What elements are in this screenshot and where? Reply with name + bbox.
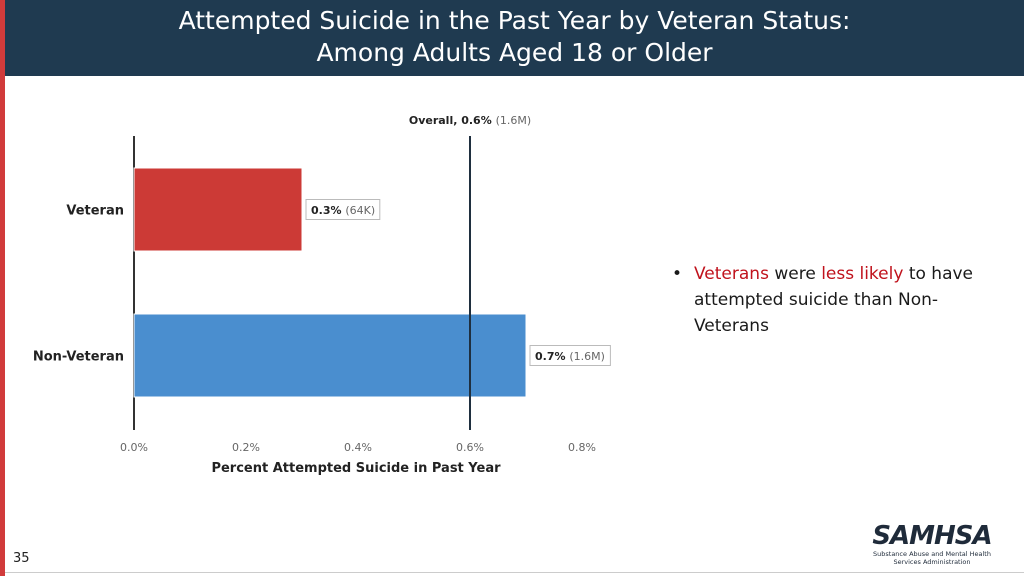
data-label-box-veteran xyxy=(305,199,381,220)
page-number: 35 xyxy=(13,551,30,566)
logo-subtitle-2: Services Administration xyxy=(893,558,971,566)
bar-veteran xyxy=(133,167,303,252)
data-label-box-non-veteran xyxy=(529,345,611,366)
bullet-point: • Veterans were less likely to have atte… xyxy=(672,261,1002,339)
x-tick-label: 0.8% xyxy=(568,441,596,454)
bottom-divider xyxy=(5,572,1024,573)
bar-non-veteran xyxy=(133,313,527,398)
x-tick-label: 0.2% xyxy=(232,441,260,454)
x-tick-label: 0.6% xyxy=(456,441,484,454)
bullet-text-were: were xyxy=(768,264,822,284)
bullet-text-veterans: Veterans xyxy=(694,264,769,284)
bullet-text: Veterans were less likely to have attemp… xyxy=(694,261,1002,339)
x-tick-label: 0.0% xyxy=(120,441,148,454)
overall-reference-label: Overall, 0.6% (1.6M) xyxy=(409,114,531,127)
category-label-non-veteran: Non-Veteran xyxy=(33,350,124,365)
logo-subtitle-1: Substance Abuse and Mental Health xyxy=(873,550,991,558)
title-line-2: Among Adults Aged 18 or Older xyxy=(316,38,713,67)
x-axis-title: Percent Attempted Suicide in Past Year xyxy=(211,461,501,476)
title-banner: Attempted Suicide in the Past Year by Ve… xyxy=(5,0,1024,76)
title-line-1: Attempted Suicide in the Past Year by Ve… xyxy=(178,6,851,35)
left-accent-bar xyxy=(0,0,5,576)
bullet-text-rest: to have attempted suicide than Non-Veter… xyxy=(694,264,974,336)
logo-wordmark: SAMHSA xyxy=(872,521,992,551)
bullet-dot: • xyxy=(672,264,683,284)
data-label-veteran: 0.3% (64K) xyxy=(311,204,375,217)
data-label-non-veteran: 0.7% (1.6M) xyxy=(535,350,605,363)
category-label-veteran: Veteran xyxy=(66,204,124,219)
bullet-text-less-likely: less likely xyxy=(821,264,904,284)
samhsa-logo: SAMHSA Substance Abuse and Mental Health… xyxy=(862,522,1002,568)
x-tick-label: 0.4% xyxy=(344,441,372,454)
bar-chart: Veteran 0.3% (64K) Non-Veteran 0.7% (1.6M) O… xyxy=(33,114,611,476)
